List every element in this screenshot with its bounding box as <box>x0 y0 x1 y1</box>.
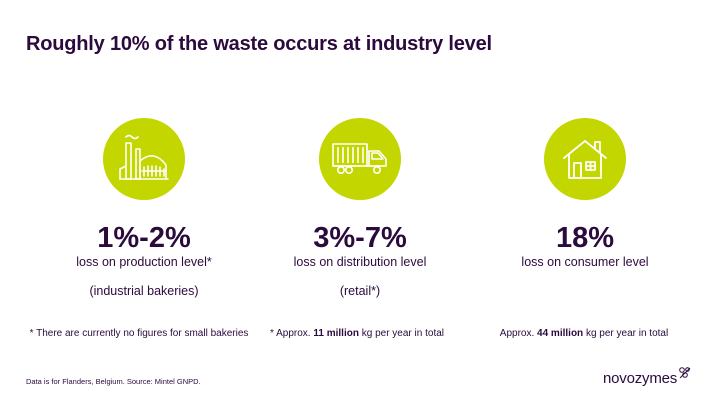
distribution-note: * Approx. 11 million kg per year in tota… <box>247 327 467 340</box>
production-note: * There are currently no figures for sma… <box>29 328 249 339</box>
consumer-column: 18% loss on consumer level <box>475 118 695 283</box>
novozymes-logo: novozymes <box>603 367 692 387</box>
page-title: Roughly 10% of the waste occurs at indus… <box>26 33 492 55</box>
distribution-note-highlight: 11 million <box>313 328 359 339</box>
distribution-percent: 3%-7% <box>313 222 407 254</box>
production-description: loss on production level* <box>76 255 212 269</box>
consumer-note-highlight: 44 million <box>537 328 584 339</box>
distribution-note-prefix: * Approx. <box>270 328 311 339</box>
production-column: 1%-2% loss on production level* (industr… <box>34 118 254 299</box>
production-icon-circle <box>103 118 185 200</box>
truck-icon <box>332 143 387 174</box>
consumer-note: Approx. 44 million kg per year in total <box>474 327 694 340</box>
distribution-icon-circle <box>319 118 401 200</box>
house-icon <box>563 140 607 179</box>
distribution-sub: (retail*) <box>339 284 381 298</box>
consumer-percent: 18% <box>555 222 615 254</box>
source-footer: Data is for Flanders, Belgium. Source: M… <box>26 377 201 386</box>
novozymes-logo-mark-icon <box>679 367 691 379</box>
logo-text: novozymes <box>603 370 678 387</box>
production-percent: 1%-2% <box>97 222 191 254</box>
consumer-description: loss on consumer level <box>521 255 649 269</box>
consumer-note-suffix: kg per year in total <box>585 328 669 339</box>
distribution-column: 3%-7% loss on distribution level (retail… <box>250 118 470 299</box>
consumer-note-prefix: Approx. <box>499 328 535 339</box>
consumer-icon-circle <box>544 118 626 200</box>
distribution-description: loss on distribution level <box>293 255 427 269</box>
factory-icon <box>119 134 169 180</box>
distribution-note-suffix: kg per year in total <box>361 328 444 339</box>
production-sub: (industrial bakeries) <box>89 284 199 298</box>
